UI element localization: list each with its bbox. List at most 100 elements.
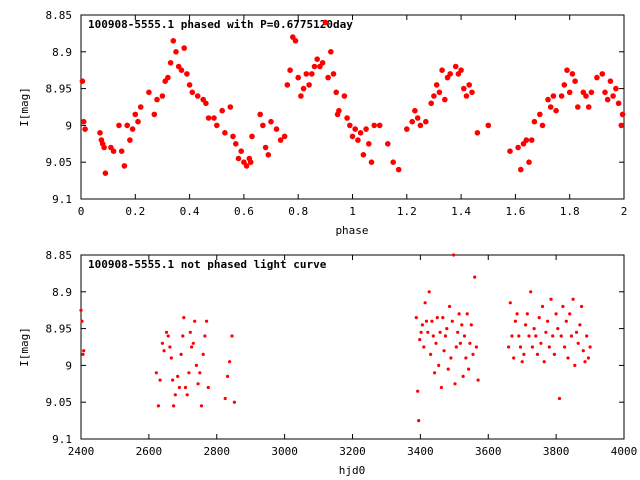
data-point	[540, 304, 545, 309]
data-point	[165, 74, 171, 81]
data-point	[618, 122, 625, 129]
data-point	[523, 137, 530, 143]
data-point	[116, 122, 122, 129]
data-point	[615, 100, 622, 107]
axis-ticks: 2400 2600 2800 3000 3200 3400 3600 3800 4000 8.85…	[46, 249, 638, 458]
data-point	[561, 82, 568, 88]
data-point	[453, 382, 457, 386]
data-point	[547, 345, 551, 349]
data-point	[127, 137, 133, 143]
x-tick-label: 1.8	[560, 205, 580, 218]
data-point	[424, 319, 429, 323]
data-point	[569, 334, 574, 338]
data-point	[531, 118, 538, 125]
data-point	[203, 100, 209, 107]
data-point	[173, 49, 179, 55]
data-point	[292, 38, 299, 44]
data-point	[532, 327, 536, 331]
data-point	[325, 74, 331, 81]
y-tick-label: 8.85	[46, 9, 73, 22]
data-point	[556, 327, 560, 331]
data-point	[607, 78, 614, 84]
data-point	[452, 253, 456, 257]
data-point	[284, 82, 291, 88]
data-point	[445, 327, 449, 331]
data-point	[557, 396, 562, 401]
data-point	[355, 137, 361, 143]
data-point	[205, 115, 212, 121]
data-point	[566, 356, 570, 360]
data-point	[233, 141, 239, 147]
x-tick-label: 2600	[136, 445, 163, 458]
data-point	[485, 122, 492, 129]
data-point	[166, 334, 170, 338]
x-tick-label: 0.2	[125, 205, 145, 218]
data-point	[371, 122, 378, 129]
data-point	[230, 334, 234, 338]
data-point	[203, 334, 207, 338]
data-point	[151, 111, 158, 118]
data-point	[437, 363, 441, 367]
x-tick-label: 0.8	[288, 205, 308, 218]
data-point	[412, 107, 418, 114]
data-point	[328, 49, 334, 55]
data-point	[414, 316, 418, 320]
data-point	[537, 316, 541, 320]
data-point	[206, 385, 210, 390]
y-tick-label: 9	[65, 119, 72, 132]
data-point	[178, 67, 185, 73]
data-point	[181, 334, 185, 338]
data-point	[534, 334, 538, 338]
data-point	[460, 323, 464, 327]
data-point	[247, 159, 254, 165]
data-point	[431, 93, 437, 99]
data-point	[457, 312, 461, 316]
data-point	[177, 385, 181, 390]
data-point	[530, 345, 535, 349]
data-point	[368, 159, 375, 165]
data-point	[439, 385, 443, 390]
data-point	[585, 334, 589, 338]
data-point	[183, 385, 188, 390]
data-point	[198, 371, 202, 375]
data-point	[576, 341, 580, 345]
data-point	[363, 126, 369, 132]
data-point	[588, 345, 592, 349]
data-point	[188, 330, 192, 334]
data-point	[522, 352, 526, 356]
x-tick-label: 3800	[543, 445, 570, 458]
data-point	[268, 118, 274, 125]
data-point	[552, 352, 557, 356]
data-point	[544, 330, 548, 334]
data-point	[146, 89, 152, 96]
data-point	[298, 93, 304, 99]
y-tick-label: 8.9	[52, 286, 72, 299]
y-tick-label: 9.05	[46, 156, 73, 169]
data-point	[176, 374, 180, 378]
data-point	[528, 137, 535, 143]
data-point	[435, 316, 439, 320]
data-point	[249, 133, 255, 140]
data-point	[232, 400, 236, 404]
data-point	[191, 341, 195, 345]
data-point	[545, 96, 551, 103]
data-point	[243, 163, 250, 169]
data-point	[520, 360, 524, 364]
data-point	[464, 356, 468, 360]
data-point	[199, 404, 204, 408]
data-point	[404, 126, 410, 132]
data-point	[431, 334, 435, 338]
data-point	[336, 107, 342, 114]
y-tick-label: 8.85	[46, 249, 73, 262]
data-point	[422, 345, 426, 349]
data-point	[219, 107, 225, 114]
data-point	[344, 115, 350, 121]
data-point	[448, 304, 452, 309]
data-point	[418, 338, 422, 342]
data-point	[513, 319, 518, 323]
data-point	[602, 89, 608, 96]
data-point	[137, 104, 144, 110]
x-tick-label: 0.4	[180, 205, 200, 218]
data-point	[507, 148, 513, 154]
